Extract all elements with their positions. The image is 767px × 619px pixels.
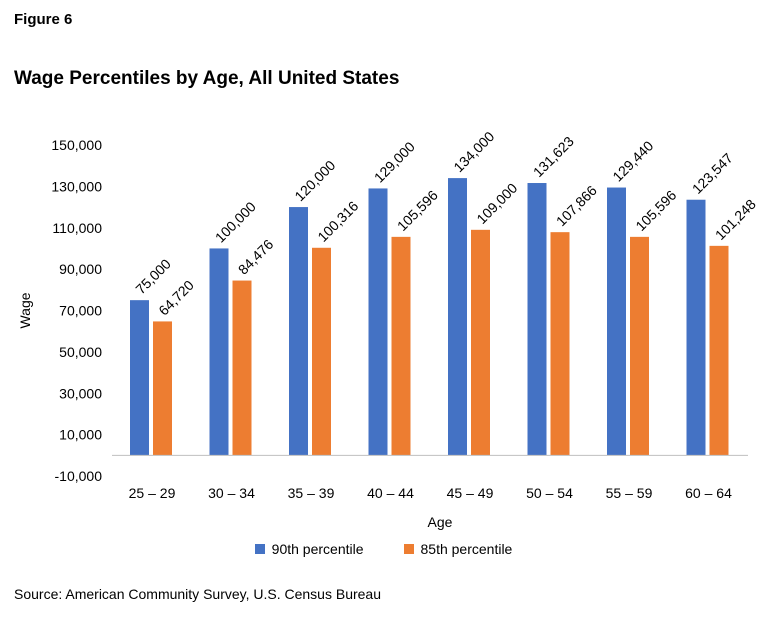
x-tick-label: 35 – 39: [288, 485, 335, 501]
data-label: 131,623: [530, 133, 577, 180]
bar-90th: [448, 178, 467, 456]
bar-85th: [709, 245, 729, 456]
x-tick-label: 50 – 54: [526, 485, 573, 501]
bar-90th: [368, 188, 388, 456]
data-label: 64,720: [155, 277, 197, 319]
bar-90th: [130, 300, 149, 456]
bar-90th: [209, 248, 229, 456]
data-label: 129,000: [371, 138, 418, 185]
bar-85th: [153, 321, 172, 456]
bar-85th: [550, 232, 570, 456]
y-axis-label: Wage: [17, 292, 33, 328]
x-tick-label: 30 – 34: [208, 485, 255, 501]
x-tick-label: 55 – 59: [606, 485, 653, 501]
data-label: 105,596: [632, 187, 679, 234]
bar-85th: [630, 236, 649, 456]
legend-swatch-85th: [403, 544, 414, 554]
data-label: 120,000: [291, 157, 338, 204]
y-tick-label: 30,000: [59, 385, 102, 401]
x-tick-label: 60 – 64: [685, 485, 732, 501]
x-tick-label: 40 – 44: [367, 485, 414, 501]
x-axis-label: Age: [428, 514, 453, 530]
bar-85th: [391, 236, 411, 456]
data-label: 107,866: [553, 182, 600, 229]
bar-85th: [471, 229, 490, 456]
bar-90th: [289, 207, 308, 456]
data-label: 134,000: [450, 128, 497, 175]
data-label: 109,000: [473, 180, 520, 227]
x-tick-label: 45 – 49: [447, 485, 494, 501]
y-tick-label: 150,000: [51, 137, 102, 153]
y-tick-label: -10,000: [55, 468, 103, 484]
bar-85th: [232, 280, 252, 456]
legend-item-85th: 85th percentile: [403, 541, 513, 557]
y-tick-label: 50,000: [59, 344, 102, 360]
data-label: 75,000: [132, 256, 174, 298]
chart-legend: 90th percentile 85th percentile: [0, 541, 767, 557]
y-tick-label: 10,000: [59, 427, 102, 443]
bar-90th: [607, 187, 626, 456]
data-label: 84,476: [235, 236, 277, 278]
y-tick-label: 130,000: [51, 178, 102, 194]
y-tick-label: 70,000: [59, 303, 102, 319]
data-label: 100,000: [212, 198, 259, 245]
bar-90th: [686, 199, 706, 456]
x-tick-label: 25 – 29: [129, 485, 176, 501]
chart-title: Wage Percentiles by Age, All United Stat…: [14, 68, 400, 89]
data-label: 101,248: [712, 196, 759, 243]
bar-85th: [312, 247, 331, 456]
legend-item-90th: 90th percentile: [254, 541, 364, 557]
data-label: 105,596: [394, 187, 441, 234]
data-label: 129,440: [609, 137, 656, 184]
legend-swatch-90th: [254, 544, 265, 554]
y-tick-label: 110,000: [52, 220, 102, 236]
legend-label-90th: 90th percentile: [271, 541, 364, 557]
data-label: 123,547: [689, 150, 736, 197]
data-label: 100,316: [314, 198, 361, 245]
legend-label-85th: 85th percentile: [420, 541, 513, 557]
bar-90th: [527, 183, 547, 456]
y-tick-label: 90,000: [59, 261, 102, 277]
figure-label: Figure 6: [14, 11, 73, 28]
source-note: Source: American Community Survey, U.S. …: [14, 586, 382, 602]
